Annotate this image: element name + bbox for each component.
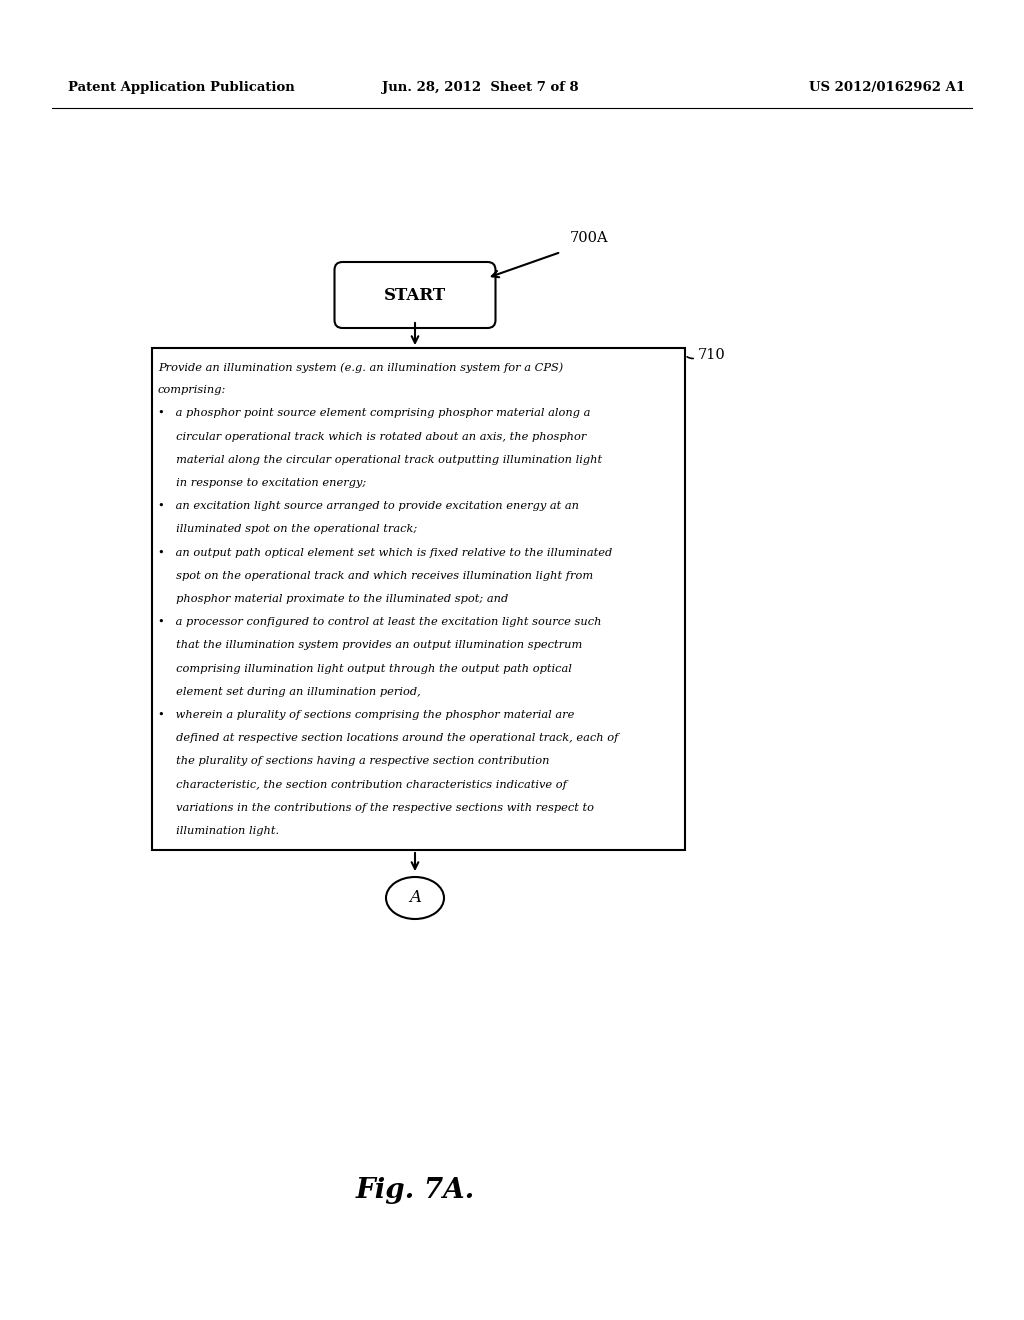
Text: variations in the contributions of the respective sections with respect to: variations in the contributions of the r… <box>158 803 594 813</box>
Text: Provide an illumination system (e.g. an illumination system for a CPS): Provide an illumination system (e.g. an … <box>158 362 563 372</box>
Text: •   an output path optical element set which is fixed relative to the illuminate: • an output path optical element set whi… <box>158 548 612 557</box>
Ellipse shape <box>386 876 444 919</box>
Text: the plurality of sections having a respective section contribution: the plurality of sections having a respe… <box>158 756 550 767</box>
Text: •   wherein a plurality of sections comprising the phosphor material are: • wherein a plurality of sections compri… <box>158 710 574 719</box>
Text: A: A <box>409 890 421 907</box>
Text: element set during an illumination period,: element set during an illumination perio… <box>158 686 421 697</box>
Text: •   a phosphor point source element comprising phosphor material along a: • a phosphor point source element compri… <box>158 408 591 418</box>
Text: START: START <box>384 286 446 304</box>
Text: •   an excitation light source arranged to provide excitation energy at an: • an excitation light source arranged to… <box>158 502 579 511</box>
Text: Patent Application Publication: Patent Application Publication <box>68 82 295 95</box>
Text: •   a processor configured to control at least the excitation light source such: • a processor configured to control at l… <box>158 618 601 627</box>
Text: characteristic, the section contribution characteristics indicative of: characteristic, the section contribution… <box>158 780 567 789</box>
Text: defined at respective section locations around the operational track, each of: defined at respective section locations … <box>158 733 618 743</box>
Text: in response to excitation energy;: in response to excitation energy; <box>158 478 367 488</box>
Text: Fig. 7A.: Fig. 7A. <box>355 1176 475 1204</box>
Text: comprising:: comprising: <box>158 385 226 395</box>
Text: illumination light.: illumination light. <box>158 826 280 836</box>
Text: US 2012/0162962 A1: US 2012/0162962 A1 <box>809 82 965 95</box>
Text: spot on the operational track and which receives illumination light from: spot on the operational track and which … <box>158 570 593 581</box>
Text: Jun. 28, 2012  Sheet 7 of 8: Jun. 28, 2012 Sheet 7 of 8 <box>382 82 579 95</box>
Bar <box>152 348 685 850</box>
Text: circular operational track which is rotated about an axis, the phosphor: circular operational track which is rota… <box>158 432 587 442</box>
Text: that the illumination system provides an output illumination spectrum: that the illumination system provides an… <box>158 640 583 651</box>
Text: 710: 710 <box>698 348 726 362</box>
FancyBboxPatch shape <box>335 261 496 327</box>
Text: illuminated spot on the operational track;: illuminated spot on the operational trac… <box>158 524 417 535</box>
Text: comprising illumination light output through the output path optical: comprising illumination light output thr… <box>158 664 571 673</box>
Text: phosphor material proximate to the illuminated spot; and: phosphor material proximate to the illum… <box>158 594 508 605</box>
Text: 700A: 700A <box>570 231 608 246</box>
Text: material along the circular operational track outputting illumination light: material along the circular operational … <box>158 455 602 465</box>
